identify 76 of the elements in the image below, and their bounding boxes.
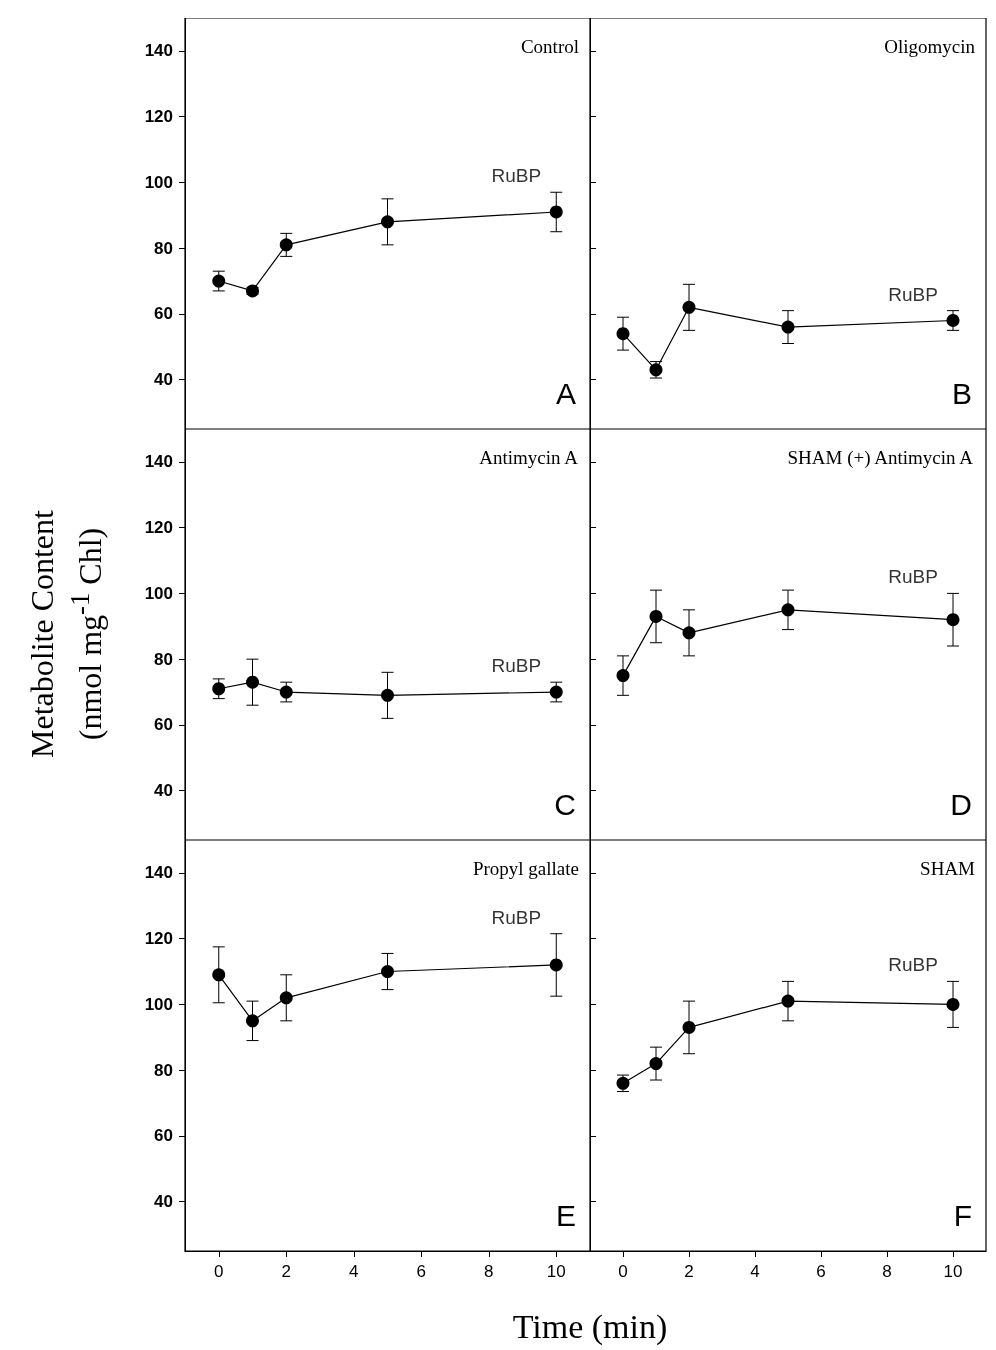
point: [212, 682, 226, 696]
y-tick-label: 100: [144, 583, 173, 603]
y-tick-label: 40: [154, 781, 173, 801]
point: [781, 994, 795, 1008]
x-tick-label: 0: [618, 1262, 628, 1281]
point: [246, 1014, 259, 1028]
text: Antimycin A: [479, 447, 579, 468]
x-tick-label: 10: [546, 1262, 566, 1281]
y-tick-label: 120: [144, 518, 173, 538]
point: [946, 613, 960, 627]
annotation: C: [554, 787, 577, 821]
annotation: F: [953, 1198, 972, 1232]
text: Control: [520, 36, 579, 57]
point: [781, 603, 795, 617]
point: [381, 965, 394, 979]
point: [381, 688, 394, 702]
annotation: RuBP: [888, 566, 938, 588]
x-tick-label: 6: [816, 1262, 826, 1281]
point: [946, 314, 960, 327]
x-tick-label: 2: [281, 1262, 291, 1281]
point: [549, 205, 563, 219]
point: [616, 327, 630, 341]
annotation: A: [555, 376, 577, 410]
text: Propyl gallate: [472, 858, 579, 879]
annotation: D: [950, 787, 973, 821]
point: [682, 1020, 696, 1034]
point: [212, 274, 226, 288]
annotation: E: [555, 1198, 577, 1232]
annotation: RuBP: [888, 283, 938, 305]
annotation: RuBP: [491, 165, 542, 187]
y-tick-label: 40: [154, 370, 173, 390]
point: [279, 685, 293, 699]
point: [616, 669, 630, 683]
y-tick-label: 80: [154, 238, 173, 258]
text: Oligomycin: [884, 36, 976, 57]
point: [549, 958, 563, 972]
x-tick-label: 10: [943, 1262, 963, 1281]
x-tick-label: 6: [416, 1262, 426, 1281]
x-tick-label: 4: [750, 1262, 760, 1281]
annotation: RuBP: [491, 906, 542, 928]
point: [279, 238, 293, 252]
point: [781, 320, 795, 334]
annotation: B: [951, 376, 973, 410]
point: [682, 626, 696, 640]
x-tick-label: 8: [484, 1262, 494, 1281]
y-tick-label: 60: [154, 715, 173, 735]
annotation: RuBP: [888, 954, 938, 976]
y-tick-label: 40: [154, 1192, 173, 1212]
y-tick-label: 100: [144, 994, 173, 1014]
y-tick-label: 80: [154, 1060, 173, 1080]
y-tick-label: 100: [144, 172, 173, 192]
x-tick-label: 0: [214, 1262, 224, 1281]
point: [682, 300, 696, 314]
x-tick-label: 8: [882, 1262, 892, 1281]
y-tick-label: 80: [154, 649, 173, 669]
point: [549, 685, 563, 699]
point: [246, 675, 259, 689]
point: [649, 1057, 663, 1071]
y-tick-label: 120: [144, 929, 173, 949]
x-tick-label: 2: [684, 1262, 694, 1281]
text: SHAM: [920, 858, 976, 879]
point: [279, 991, 293, 1005]
point: [381, 215, 394, 229]
text: SHAM (+) Antimycin A: [787, 447, 974, 469]
y-tick-label: 140: [144, 41, 173, 61]
x-tick-label: 4: [349, 1262, 359, 1281]
point: [212, 968, 226, 982]
y-tick-label: 60: [154, 304, 173, 324]
y-tick-label: 140: [144, 452, 173, 472]
y-tick-label: 120: [144, 107, 173, 127]
x-axis-title: Time (min): [511, 1308, 669, 1346]
point: [649, 609, 663, 623]
y-tick-label: 60: [154, 1126, 173, 1146]
annotation: RuBP: [491, 655, 542, 677]
y-tick-label: 140: [144, 863, 173, 883]
point: [946, 997, 960, 1011]
